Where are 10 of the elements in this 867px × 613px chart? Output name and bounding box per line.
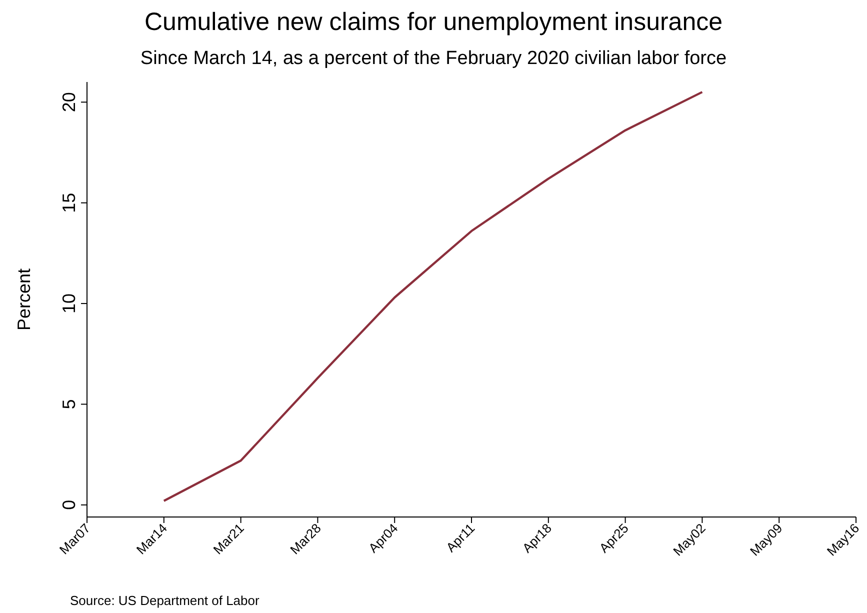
y-tick-label: 15 [59, 192, 79, 213]
source-note: Source: US Department of Labor [70, 593, 260, 608]
y-tick-label: 20 [59, 92, 79, 112]
chart-title: Cumulative new claims for unemployment insurance [144, 8, 723, 36]
chart-subtitle: Since March 14, as a percent of the February 2020 civilian labor force [140, 48, 727, 69]
line-series [162, 90, 704, 502]
y-tick-label: 10 [59, 294, 79, 314]
y-axis-title: Percent [14, 268, 34, 331]
y-tick-label: 5 [59, 399, 79, 410]
y-tick-label: 0 [59, 500, 79, 510]
